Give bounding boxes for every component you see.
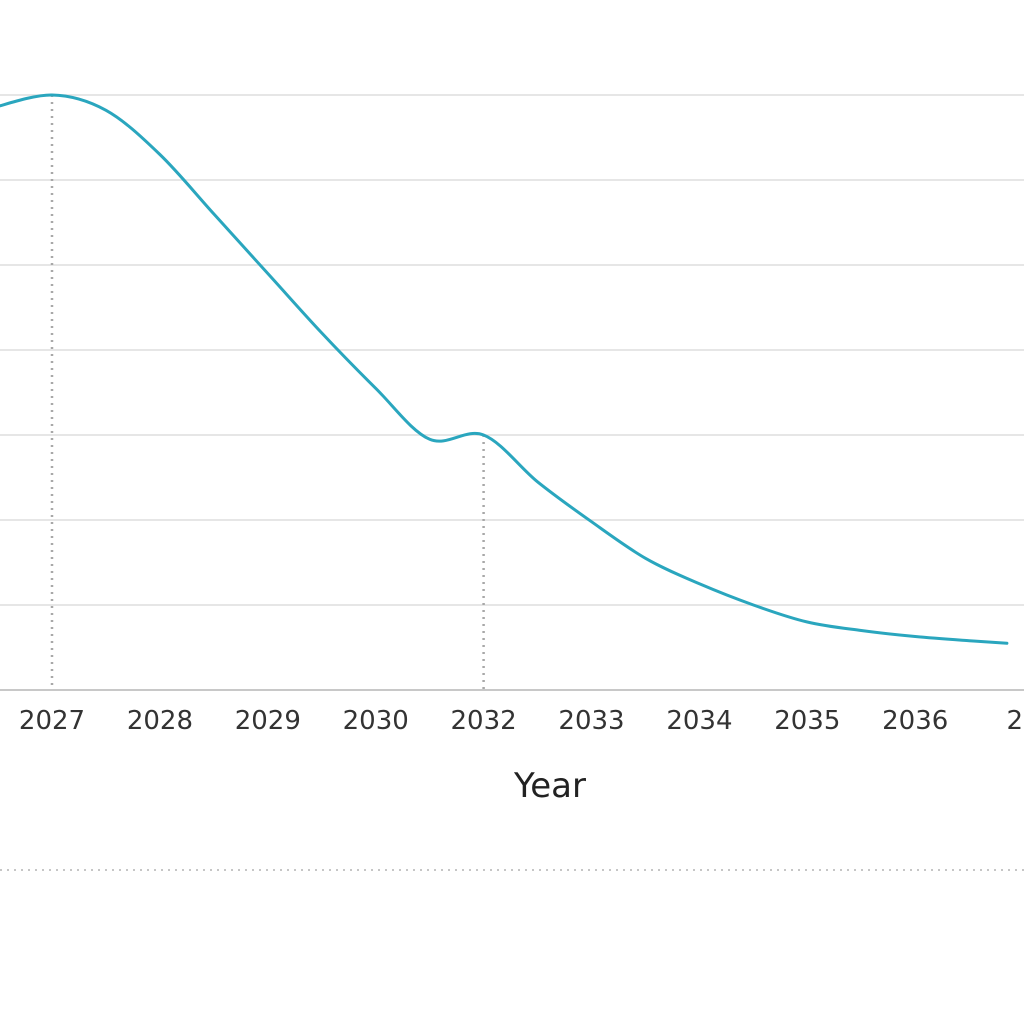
x-tick-label: 2034 — [666, 706, 732, 736]
x-tick-label: 2035 — [774, 706, 840, 736]
series-lines — [0, 93, 1009, 645]
x-tick-label: 2036 — [882, 706, 948, 736]
x-tick-label: 2030 — [343, 706, 409, 736]
x-tick-label: 2028 — [127, 706, 193, 736]
reference-lines — [50, 95, 485, 690]
x-tick-label: 2027 — [19, 706, 85, 736]
x-tick-label: 2032 — [451, 706, 517, 736]
x-tick-labels: 2027 2028 2029 2030 2032 2033 2034 2035 2036 20 — [19, 706, 1024, 736]
x-tick-label: 2033 — [558, 706, 624, 736]
x-tick-label: 20 — [1007, 706, 1024, 736]
series-line — [0, 93, 1009, 645]
y-gridlines — [0, 94, 1024, 606]
x-axis-title: Year — [513, 766, 586, 806]
x-tick-label: 2029 — [235, 706, 301, 736]
